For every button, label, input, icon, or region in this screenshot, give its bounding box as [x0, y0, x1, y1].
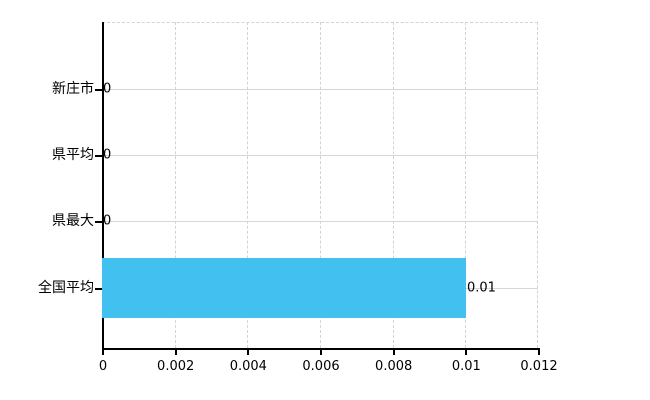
bar-value-zenkoku-heikin: 0.01 — [467, 280, 496, 296]
x-axis-tick-0.004 — [247, 348, 250, 355]
gridline-vertical-0.002 — [174, 22, 176, 348]
y-axis-label-shinjo-shi: 新庄市 — [52, 81, 94, 97]
bar-value-shinjo-shi: 0 — [103, 81, 112, 97]
gridline-vertical-0.008 — [392, 22, 394, 348]
gridline-vertical-0.012 — [537, 22, 538, 348]
gridline-vertical-0.01 — [465, 22, 467, 348]
y-axis-tick-ken-saidai — [95, 221, 103, 223]
gridline-vertical-0.006 — [320, 22, 321, 348]
x-axis-label-0.002: 0.002 — [157, 359, 195, 374]
x-axis-label-0.012: 0.012 — [520, 359, 558, 374]
x-axis-tick-0.01 — [465, 348, 468, 355]
gridline-vertical-0.004 — [247, 22, 249, 348]
y-axis-label-ken-saidai: 県最大 — [52, 213, 94, 229]
x-axis-label-0: 0 — [98, 359, 108, 374]
y-axis-label-ken-heikin: 県平均 — [52, 147, 94, 163]
bar-zenkoku-heikin[interactable] — [102, 258, 466, 318]
y-axis-tick-zenkoku-heikin — [95, 288, 103, 290]
bar-value-ken-saidai: 0 — [103, 213, 112, 229]
x-axis-label-0.01: 0.01 — [451, 359, 481, 374]
gridline-horizontal-shinjo-shi — [102, 89, 538, 90]
gridline-horizontal-ken-saidai — [102, 221, 538, 222]
x-axis-tick-0 — [102, 348, 104, 355]
gridline-horizontal-ken-heikin — [102, 155, 538, 156]
x-axis-tick-0.006 — [320, 348, 322, 355]
x-axis-label-0.004: 0.004 — [229, 359, 267, 374]
x-axis-tick-0.008 — [392, 348, 395, 355]
x-axis-label-0.006: 0.006 — [302, 359, 340, 374]
x-axis-tick-0.012 — [538, 348, 540, 355]
x-axis-label-0.008: 0.008 — [375, 359, 413, 374]
y-axis-line — [102, 22, 104, 349]
y-axis-label-zenkoku-heikin: 全国平均 — [38, 280, 94, 296]
y-axis-tick-ken-heikin — [95, 155, 103, 157]
y-axis-tick-shinjo-shi — [95, 89, 103, 91]
bar-value-ken-heikin: 0 — [103, 147, 112, 163]
x-axis-tick-0.002 — [174, 348, 177, 355]
